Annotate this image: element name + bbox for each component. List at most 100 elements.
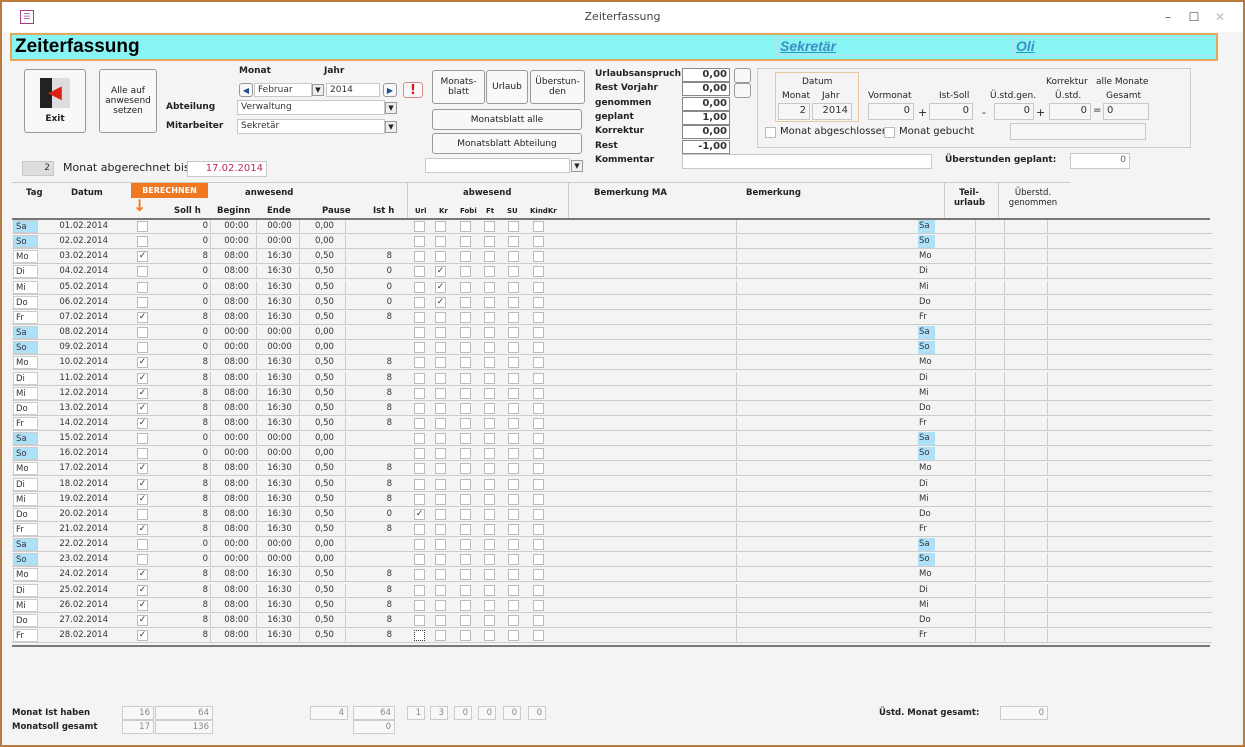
beginn-cell[interactable]: 08:00: [217, 629, 257, 643]
absence-checkbox[interactable]: [435, 599, 446, 611]
teilurlaub-cell[interactable]: [952, 583, 976, 597]
bemerkung-cell[interactable]: [742, 341, 904, 354]
ende-cell[interactable]: 16:30: [260, 295, 300, 309]
pause-cell[interactable]: 0,50: [304, 462, 346, 476]
berechnen-checkbox[interactable]: ✓: [137, 417, 148, 429]
absence-checkbox[interactable]: [508, 463, 519, 475]
next-month-button[interactable]: ▶: [383, 83, 397, 97]
absence-checkbox[interactable]: [484, 327, 495, 339]
absence-checkbox[interactable]: [460, 448, 471, 460]
absence-checkbox[interactable]: [533, 311, 544, 323]
pause-cell[interactable]: 0,00: [304, 432, 346, 446]
berechnen-checkbox[interactable]: [137, 433, 148, 445]
absence-checkbox[interactable]: [435, 387, 446, 399]
soll-cell[interactable]: 8: [167, 568, 211, 582]
monatsblatt-button[interactable]: Monats-blatt: [432, 70, 485, 104]
ueberstd-cell[interactable]: [980, 250, 1005, 264]
bemerkung-cell[interactable]: [742, 220, 904, 233]
absence-checkbox[interactable]: [460, 311, 471, 323]
ustd-field[interactable]: 0: [1049, 103, 1091, 120]
bemerkung-ma-cell[interactable]: [575, 295, 737, 309]
berechnen-checkbox[interactable]: [137, 508, 148, 520]
bemerkung-cell[interactable]: [742, 447, 904, 460]
absence-checkbox[interactable]: [435, 357, 446, 369]
absence-checkbox[interactable]: [414, 630, 425, 642]
absence-checkbox[interactable]: [484, 569, 495, 581]
absence-checkbox[interactable]: [533, 433, 544, 445]
absence-checkbox[interactable]: [435, 311, 446, 323]
absence-checkbox[interactable]: [435, 554, 446, 566]
beginn-cell[interactable]: 00:00: [217, 432, 257, 446]
absence-checkbox[interactable]: [460, 221, 471, 232]
soll-cell[interactable]: 8: [167, 462, 211, 476]
ueberstd-cell[interactable]: [980, 492, 1005, 506]
teilurlaub-cell[interactable]: [952, 265, 976, 279]
ueberstd-genommen-cell[interactable]: [1008, 538, 1048, 552]
absence-checkbox[interactable]: [435, 614, 446, 626]
ende-cell[interactable]: 16:30: [260, 568, 300, 582]
bemerkung-cell[interactable]: [742, 553, 904, 566]
teilurlaub-cell[interactable]: [952, 295, 976, 309]
absence-checkbox[interactable]: [460, 266, 471, 278]
abteilung-select[interactable]: Verwaltung: [237, 100, 385, 115]
maximize-button[interactable]: ☐: [1188, 10, 1200, 24]
absence-checkbox[interactable]: [414, 478, 425, 490]
ueberstd-genommen-cell[interactable]: [1008, 235, 1048, 249]
absence-checkbox[interactable]: [533, 327, 544, 339]
pause-cell[interactable]: 0,50: [304, 568, 346, 582]
absence-checkbox[interactable]: [460, 281, 471, 293]
teilurlaub-cell[interactable]: [952, 568, 976, 582]
absence-checkbox[interactable]: [435, 251, 446, 263]
berechnen-checkbox[interactable]: ✓: [137, 463, 148, 475]
ueberstd-cell[interactable]: [980, 235, 1005, 249]
absence-checkbox[interactable]: [508, 569, 519, 581]
absence-checkbox[interactable]: [414, 357, 425, 369]
beginn-cell[interactable]: 08:00: [217, 356, 257, 370]
ueberstd-genommen-cell[interactable]: [1008, 447, 1048, 461]
prev-month-button[interactable]: ◀: [239, 83, 253, 97]
absence-checkbox[interactable]: [435, 402, 446, 414]
ueberstd-genommen-cell[interactable]: [1008, 265, 1048, 279]
beginn-cell[interactable]: 08:00: [217, 310, 257, 324]
beginn-cell[interactable]: 08:00: [217, 416, 257, 430]
soll-cell[interactable]: 0: [167, 235, 211, 249]
absence-checkbox[interactable]: [435, 463, 446, 475]
ueberstd-cell[interactable]: [980, 326, 1005, 340]
absence-checkbox[interactable]: [508, 221, 519, 232]
pause-cell[interactable]: 0,00: [304, 235, 346, 249]
absence-checkbox[interactable]: [533, 584, 544, 596]
ueberstd-genommen-cell[interactable]: [1008, 401, 1048, 415]
bemerkung-cell[interactable]: [742, 326, 904, 339]
ueberstd-genommen-cell[interactable]: [1008, 432, 1048, 446]
absence-checkbox[interactable]: [460, 296, 471, 308]
absence-checkbox[interactable]: [460, 402, 471, 414]
ende-cell[interactable]: 16:30: [260, 401, 300, 415]
absence-checkbox[interactable]: [414, 296, 425, 308]
bemerkung-ma-cell[interactable]: [575, 235, 737, 249]
ueberstd-cell[interactable]: [980, 447, 1005, 461]
bemerkung-cell[interactable]: [742, 584, 904, 597]
bemerkung-cell[interactable]: [742, 235, 904, 248]
absence-checkbox[interactable]: [508, 236, 519, 248]
ueberstd-cell[interactable]: [980, 310, 1005, 324]
ende-cell[interactable]: 16:30: [260, 477, 300, 491]
ueberstd-genommen-cell[interactable]: [1008, 250, 1048, 264]
ueberstd-cell[interactable]: [980, 220, 1005, 233]
absence-checkbox[interactable]: [460, 539, 471, 551]
absence-checkbox[interactable]: [414, 448, 425, 460]
ueberstd-cell[interactable]: [980, 613, 1005, 627]
pause-cell[interactable]: 0,50: [304, 613, 346, 627]
pause-cell[interactable]: 0,50: [304, 507, 346, 521]
absence-checkbox[interactable]: [414, 266, 425, 278]
absence-checkbox[interactable]: [508, 357, 519, 369]
soll-cell[interactable]: 8: [167, 507, 211, 521]
ueberstd-cell[interactable]: [980, 371, 1005, 385]
absence-checkbox[interactable]: [508, 614, 519, 626]
absence-checkbox[interactable]: [533, 554, 544, 566]
absence-checkbox[interactable]: [414, 493, 425, 505]
absence-checkbox[interactable]: [414, 327, 425, 339]
absence-checkbox[interactable]: [414, 584, 425, 596]
absence-checkbox[interactable]: [508, 508, 519, 520]
absence-checkbox[interactable]: ✓: [435, 281, 446, 293]
absence-checkbox[interactable]: [508, 539, 519, 551]
